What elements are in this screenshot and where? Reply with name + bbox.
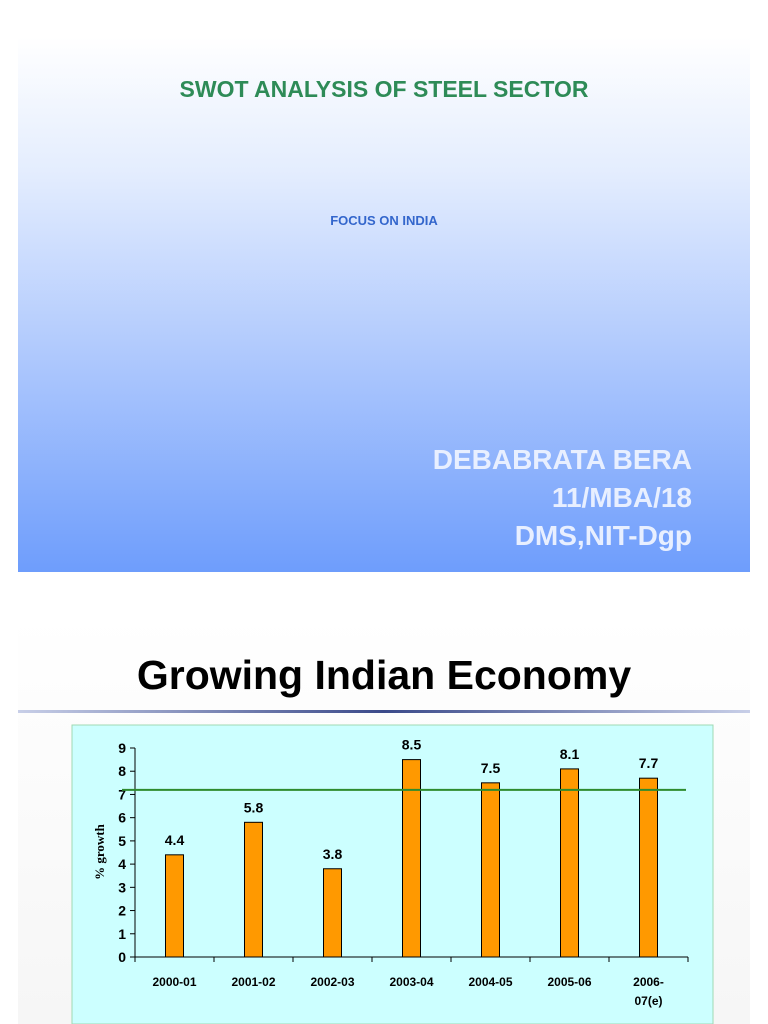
y-tick-label: 5	[118, 833, 126, 849]
title-divider	[18, 710, 750, 713]
bar-data-label: 4.4	[165, 832, 185, 848]
title-slide: SWOT ANALYSIS OF STEEL SECTOR FOCUS ON I…	[18, 37, 750, 572]
author-roll-number: 11/MBA/18	[551, 482, 692, 513]
chart-slide-heading: Growing Indian Economy	[136, 652, 632, 698]
x-tick-label: 2001-02	[231, 975, 275, 989]
bar	[165, 854, 184, 958]
bar	[560, 768, 579, 958]
title-slide-subheading: FOCUS ON INDIA	[330, 213, 438, 228]
author-name: DEBABRATA BERA	[432, 444, 692, 475]
y-tick-label: 3	[118, 879, 126, 895]
title-slide-heading: SWOT ANALYSIS OF STEEL SECTOR	[179, 76, 589, 102]
y-tick-label: 9	[118, 740, 126, 756]
x-tick-label: 07(e)	[634, 994, 662, 1008]
x-tick-label: 2004-05	[468, 975, 512, 989]
x-tick-label: 2003-04	[389, 975, 433, 989]
author-block: DEBABRATA BERA 11/MBA/18 DMS,NIT-Dgp	[433, 441, 692, 555]
bar-data-label: 5.8	[244, 799, 264, 815]
bar	[481, 782, 500, 958]
y-tick-label: 6	[118, 810, 126, 826]
bar-data-label: 3.8	[323, 846, 343, 862]
x-tick-label: 2005-06	[547, 975, 591, 989]
bar-data-label: 7.5	[481, 760, 501, 776]
y-tick-label: 0	[118, 949, 126, 965]
x-tick-label: 2006-	[633, 975, 664, 989]
x-tick-label: 2000-01	[152, 975, 196, 989]
bar	[323, 868, 342, 958]
y-tick-label: 7	[118, 786, 126, 802]
y-tick-label: 2	[118, 903, 126, 919]
bar	[402, 759, 421, 958]
bar-data-label: 8.1	[560, 746, 580, 762]
y-tick-label: 8	[118, 763, 126, 779]
x-tick-label: 2002-03	[310, 975, 354, 989]
author-institute: DMS,NIT-Dgp	[514, 520, 692, 551]
bar-data-label: 7.7	[639, 755, 659, 771]
bar	[244, 821, 263, 958]
y-tick-label: 4	[118, 856, 126, 872]
bar-data-label: 8.5	[402, 737, 422, 753]
y-axis-label: % growth	[92, 823, 107, 880]
bar	[639, 777, 658, 958]
y-tick-label: 1	[118, 926, 126, 942]
